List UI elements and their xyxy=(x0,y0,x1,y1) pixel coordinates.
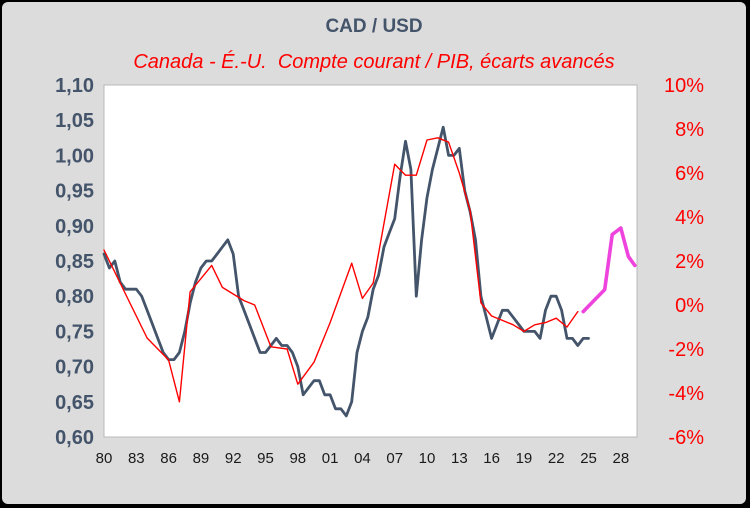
x-tick-label: 01 xyxy=(322,450,339,467)
x-tick-label: 80 xyxy=(96,450,113,467)
left-tick-label: 1,05 xyxy=(55,110,94,132)
right-tick-label: 2% xyxy=(675,251,704,273)
right-tick-label: 10% xyxy=(664,75,704,97)
right-tick-label: -4% xyxy=(668,383,704,405)
x-tick-label: 86 xyxy=(160,450,177,467)
x-tick-label: 04 xyxy=(354,450,371,467)
left-tick-label: 1,10 xyxy=(55,75,94,97)
chart-title: CAD / USD xyxy=(325,16,423,37)
x-tick-label: 16 xyxy=(483,450,500,467)
right-tick-label: 8% xyxy=(675,119,704,141)
x-tick-label: 22 xyxy=(548,450,565,467)
left-tick-label: 0,90 xyxy=(55,216,94,238)
x-tick-label: 07 xyxy=(386,450,403,467)
left-tick-label: 0,80 xyxy=(55,286,94,308)
x-tick-label: 92 xyxy=(225,450,242,467)
x-tick-label: 98 xyxy=(289,450,306,467)
left-tick-label: 0,65 xyxy=(55,392,94,414)
x-tick-label: 13 xyxy=(451,450,468,467)
right-tick-label: 0% xyxy=(675,295,704,317)
x-tick-label: 83 xyxy=(128,450,145,467)
left-tick-label: 0,85 xyxy=(55,251,94,273)
x-tick-label: 25 xyxy=(580,450,597,467)
x-tick-label: 19 xyxy=(516,450,533,467)
right-tick-label: 4% xyxy=(675,207,704,229)
right-tick-label: 6% xyxy=(675,163,704,185)
plot-area xyxy=(103,84,638,438)
chart-subtitle: Canada - É.-U. Compte courant / PIB, éca… xyxy=(133,51,615,73)
left-tick-label: 0,60 xyxy=(55,427,94,449)
current-account-line xyxy=(103,137,579,403)
forecast-line xyxy=(581,226,637,314)
x-tick-label: 10 xyxy=(419,450,436,467)
x-tick-label: 95 xyxy=(257,450,274,467)
cad-usd-line xyxy=(102,125,590,418)
x-tick-label: 89 xyxy=(193,450,210,467)
right-tick-label: -6% xyxy=(668,427,704,449)
left-tick-label: 0,75 xyxy=(55,321,94,343)
x-tick-label: 28 xyxy=(613,450,630,467)
left-tick-label: 1,00 xyxy=(55,145,94,167)
left-tick-label: 0,95 xyxy=(55,181,94,203)
left-tick-label: 0,70 xyxy=(55,357,94,379)
right-tick-label: -2% xyxy=(668,339,704,361)
